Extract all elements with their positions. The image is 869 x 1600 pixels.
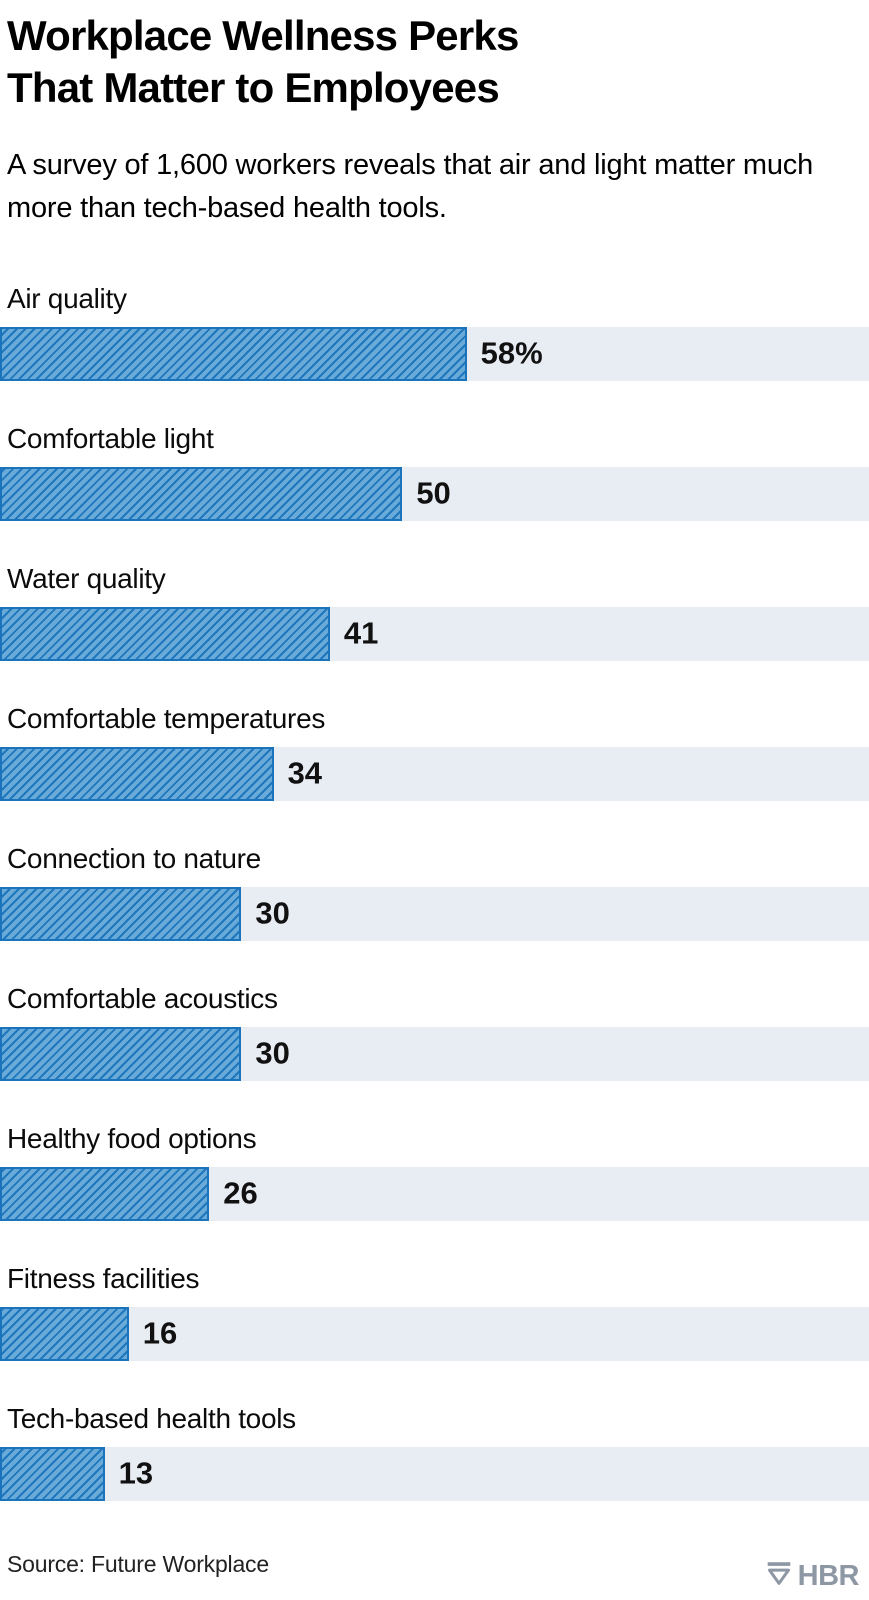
bar-track: 58%	[0, 327, 869, 381]
hbr-logo-text: HBR	[797, 1559, 860, 1592]
bar-row: Comfortable acoustics 30	[0, 982, 869, 1081]
bar-chart: Air quality 58% Comfortable light 50 Wat…	[0, 282, 869, 1501]
bar	[0, 327, 467, 381]
bar-row: Fitness facilities 16	[0, 1262, 869, 1361]
bar	[0, 607, 330, 661]
bar-label: Air quality	[7, 283, 127, 314]
bar-label: Fitness facilities	[7, 1263, 200, 1294]
bar-label: Comfortable temperatures	[7, 703, 326, 734]
bar-label: Tech-based health tools	[7, 1403, 296, 1434]
chart-subtitle: A survey of 1,600 workers reveals that a…	[7, 149, 814, 224]
bar-track: 30	[0, 887, 869, 941]
bar-value-label: 41	[343, 615, 379, 651]
bar-label: Comfortable light	[7, 423, 214, 454]
source-credit: Source: Future Workplace	[7, 1551, 269, 1577]
bar-label: Comfortable acoustics	[7, 983, 278, 1014]
bar-row: Connection to nature 30	[0, 842, 869, 941]
hbr-logo: HBR	[766, 1559, 860, 1592]
bar-label: Healthy food options	[7, 1123, 257, 1154]
bar-value-label: 34	[287, 755, 323, 791]
bar-track: 41	[0, 607, 869, 661]
bar-value-label: 26	[223, 1175, 258, 1211]
chart-footer: Source: Future Workplace HBR	[7, 1551, 860, 1592]
chart-title-line2: That Matter to Employees	[7, 64, 500, 111]
bar-track: 50	[0, 467, 869, 521]
bar	[0, 1027, 242, 1081]
bar-value-label: 13	[118, 1455, 154, 1491]
bar-label: Connection to nature	[7, 843, 261, 874]
chart-title: Workplace Wellness Perks That Matter to …	[7, 10, 859, 114]
hbr-shield-icon	[766, 1559, 792, 1592]
chart-title-line1: Workplace Wellness Perks	[7, 12, 519, 59]
bar-track: 16	[0, 1307, 869, 1361]
bar	[0, 1447, 105, 1501]
bar-track: 34	[0, 747, 869, 801]
bar	[0, 887, 242, 941]
bar-row: Air quality 58%	[0, 282, 869, 381]
bar	[0, 1167, 210, 1221]
bar-track: 26	[0, 1167, 869, 1221]
bar-value-label: 30	[255, 895, 290, 931]
bar	[0, 1307, 129, 1361]
bar-row: Tech-based health tools 13	[0, 1402, 869, 1501]
bar-track: 13	[0, 1447, 869, 1501]
bar-value-label: 16	[142, 1315, 178, 1351]
bar	[0, 467, 403, 521]
bar-value-label: 58%	[480, 335, 543, 371]
bar-row: Comfortable temperatures 34	[0, 702, 869, 801]
bar-row: Water quality 41	[0, 562, 869, 661]
chart-header: Workplace Wellness Perks That Matter to …	[0, 0, 869, 230]
bar-label: Water quality	[7, 563, 166, 594]
bar-row: Healthy food options 26	[0, 1122, 869, 1221]
bar-value-label: 30	[255, 1035, 290, 1071]
bar	[0, 747, 274, 801]
bar-value-label: 50	[416, 475, 451, 511]
bar-track: 30	[0, 1027, 869, 1081]
bar-row: Comfortable light 50	[0, 422, 869, 521]
